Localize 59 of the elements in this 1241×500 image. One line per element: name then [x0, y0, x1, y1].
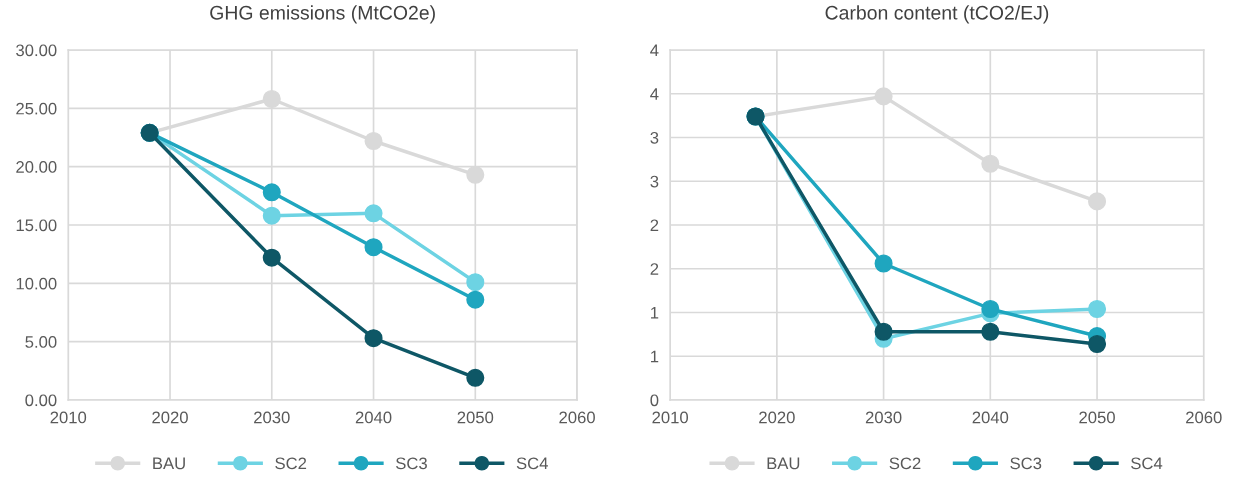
point [466, 273, 485, 292]
y-tick-label: 20.00 [16, 161, 57, 173]
point [874, 254, 893, 273]
point [981, 299, 1000, 319]
y-tick-label: 3 [650, 131, 659, 144]
point [1088, 192, 1107, 211]
point [364, 204, 383, 223]
y-tick-label: 25.00 [16, 102, 57, 115]
y-tick-label: 10.00 [16, 277, 57, 290]
y-tick-label: 5.00 [25, 336, 57, 348]
point [981, 154, 1000, 173]
point [364, 131, 383, 151]
point [262, 183, 281, 202]
y-tick-label: 30.00 [16, 44, 57, 57]
x-tick-label: 2040 [355, 411, 392, 424]
y-tick-label: 15.00 [16, 219, 57, 232]
chart-title: GHG emissions (MtCO2e) [210, 5, 435, 24]
legend-label: SC2 [275, 457, 307, 470]
x-tick-label: 2030 [254, 411, 290, 424]
point [262, 206, 281, 225]
legend-label: SC3 [1010, 457, 1042, 470]
point [364, 238, 383, 257]
y-tick-label: 1 [651, 350, 659, 363]
point [262, 248, 281, 267]
x-tick-label: 2040 [972, 411, 1009, 424]
point [981, 322, 1000, 341]
legend-label: SC4 [1131, 457, 1163, 470]
x-tick-label: 2010 [50, 411, 87, 424]
point [466, 368, 485, 387]
point [364, 329, 383, 348]
point [466, 165, 485, 184]
x-tick-label: 2020 [759, 411, 795, 424]
legend-label: SC2 [889, 457, 921, 470]
legend-label: SC3 [396, 457, 427, 470]
legend-label: SC4 [516, 457, 548, 470]
point [1088, 334, 1107, 354]
y-tick-label: 2 [650, 263, 659, 275]
x-tick-label: 2010 [652, 411, 689, 424]
point [874, 322, 893, 341]
y-tick-label: 0 [650, 394, 659, 407]
y-tick-label: 4 [650, 44, 659, 57]
y-tick-label: 4 [650, 88, 659, 100]
point [1088, 299, 1107, 319]
x-tick-label: 2060 [1186, 411, 1222, 424]
y-tick-label: 0.00 [25, 394, 57, 407]
x-tick-label: 2050 [1079, 411, 1115, 424]
point [262, 89, 281, 109]
x-tick-label: 2050 [457, 411, 494, 424]
x-tick-label: 2030 [865, 411, 902, 424]
x-tick-label: 2060 [559, 411, 595, 424]
y-tick-label: 2 [650, 219, 659, 232]
y-tick-label: 3 [650, 175, 659, 188]
legend-label: BAU [767, 457, 800, 470]
chart-title: Carbon content (tCO2/EJ) [825, 5, 1049, 24]
x-tick-label: 2020 [152, 411, 188, 424]
y-tick-label: 1 [651, 307, 659, 319]
point [466, 290, 485, 309]
point [874, 87, 893, 106]
legend-label: BAU [153, 457, 185, 470]
